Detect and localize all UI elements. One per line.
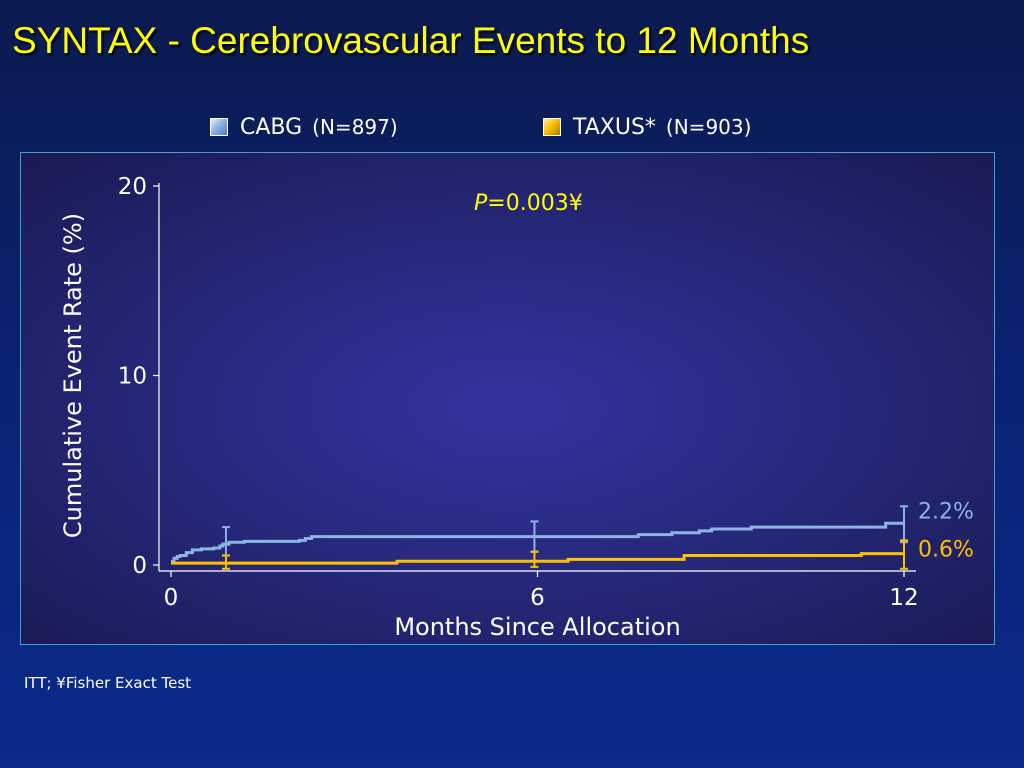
- y-tick-label: 20: [118, 174, 147, 200]
- x-tick-label: 0: [164, 585, 179, 611]
- legend-swatch-taxus: [543, 118, 561, 136]
- chart-panel: 0 10 20 0 6 12 Months Since Allocation Cumulati…: [20, 152, 995, 645]
- legend-item-cabg: CABG (N=897): [210, 112, 398, 142]
- series-line-taxus: [171, 552, 904, 565]
- x-axis-label: Months Since Allocation: [394, 613, 680, 641]
- footnote: ITT; ¥Fisher Exact Test: [24, 674, 192, 692]
- legend-swatch-cabg: [210, 118, 228, 136]
- legend-label-cabg: CABG: [240, 114, 303, 140]
- x-tick-label: 6: [530, 585, 545, 611]
- y-tick-label: 0: [132, 553, 147, 579]
- y-axis-label: Cumulative Event Rate (%): [59, 213, 87, 538]
- legend-label-taxus: TAXUS*: [573, 114, 656, 140]
- p-value-label: P=0.003¥: [474, 191, 583, 216]
- legend-item-taxus: TAXUS* (N=903): [543, 112, 751, 142]
- legend-n-cabg: (N=897): [312, 115, 398, 139]
- series-line-cabg: [171, 521, 904, 563]
- kaplan-meier-chart: 0 10 20 0 6 12 Months Since Allocation Cumulati…: [59, 174, 974, 641]
- x-tick-label: 12: [889, 585, 918, 611]
- legend-n-taxus: (N=903): [665, 115, 752, 139]
- series-end-label: 0.6%: [918, 538, 974, 563]
- y-tick-label: 10: [118, 364, 147, 390]
- series-end-label: 2.2%: [918, 499, 974, 524]
- slide-title: SYNTAX - Cerebrovascular Events to 12 Mo…: [12, 20, 810, 61]
